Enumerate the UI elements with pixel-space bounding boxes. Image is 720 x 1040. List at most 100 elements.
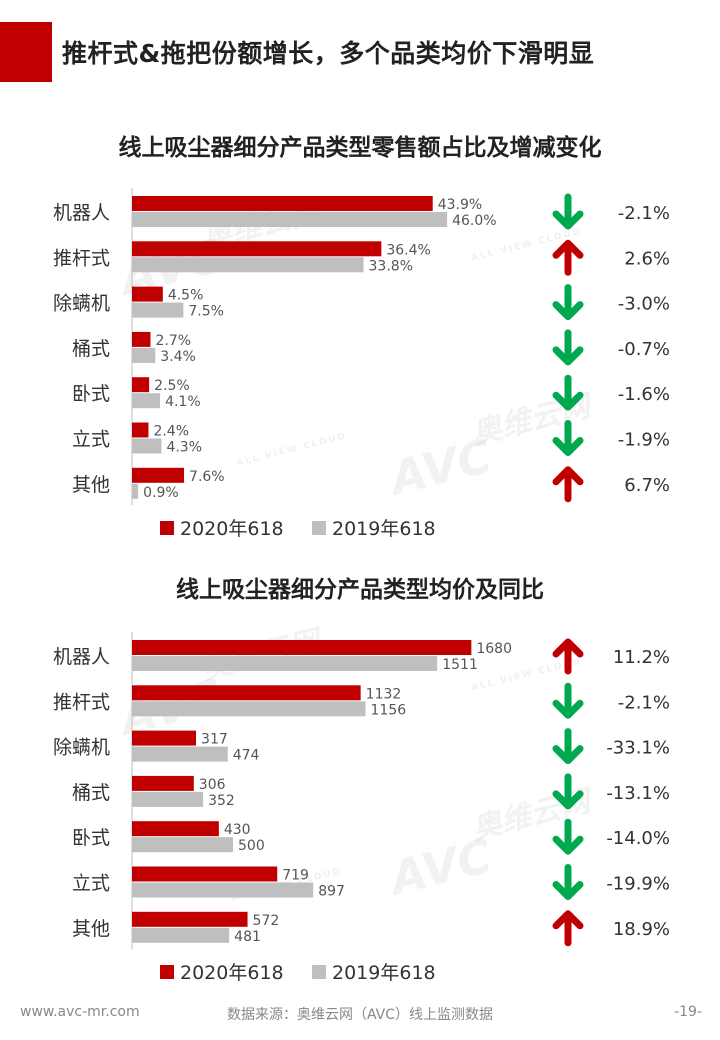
arrow-up-icon — [552, 638, 584, 675]
data-label-2019: 33.8% — [369, 258, 413, 274]
category-label: 卧式 — [72, 383, 110, 405]
category-label: 立式 — [72, 429, 110, 451]
legend-label-2019: 2019年618 — [332, 962, 436, 984]
data-label-2019: 0.9% — [143, 485, 179, 501]
bar-2019 — [132, 393, 161, 409]
data-label-2020: 2.4% — [153, 424, 189, 440]
bar-2019 — [132, 347, 156, 363]
category-label: 立式 — [72, 873, 110, 895]
change-label: -0.7% — [618, 339, 670, 360]
bar-2020 — [132, 467, 185, 483]
change-label: -13.1% — [606, 783, 670, 804]
legend-label-2019: 2019年618 — [332, 518, 436, 540]
arrow-down-icon — [552, 284, 584, 321]
arrow-down-icon — [552, 682, 584, 719]
change-label: -2.1% — [618, 203, 670, 224]
arrow-down-icon — [552, 193, 584, 230]
data-label-2020: 306 — [199, 777, 226, 793]
arrow-down-icon — [552, 329, 584, 366]
header-accent-block — [0, 22, 52, 82]
category-label: 除螨机 — [53, 293, 110, 315]
bar-2020 — [132, 685, 361, 701]
category-label: 除螨机 — [53, 737, 110, 759]
data-label-2019: 4.1% — [165, 394, 201, 410]
footer-website[interactable]: www.avc-mr.com — [20, 1004, 140, 1020]
data-label-2019: 897 — [318, 884, 345, 900]
bar-2019 — [132, 438, 162, 454]
arrow-down-icon — [552, 773, 584, 810]
bar-2019 — [132, 927, 230, 943]
arrow-down-icon — [552, 374, 584, 411]
change-label: -2.1% — [618, 692, 670, 713]
category-label: 机器人 — [53, 646, 110, 668]
category-label: 卧式 — [72, 827, 110, 849]
arrow-up-icon — [552, 910, 584, 947]
category-label: 桶式 — [72, 338, 110, 360]
data-label-2020: 36.4% — [386, 242, 430, 258]
arrow-down-icon — [552, 420, 584, 456]
bar-2020 — [132, 331, 151, 347]
legend-swatch-2019 — [312, 521, 326, 535]
change-label: 6.7% — [624, 475, 670, 496]
data-label-2019: 352 — [208, 793, 235, 809]
data-label-2019: 7.5% — [188, 304, 224, 320]
arrow-down-icon — [552, 818, 584, 855]
category-label: 桶式 — [72, 782, 110, 804]
data-label-2019: 500 — [238, 838, 265, 854]
data-label-2020: 7.6% — [189, 469, 225, 485]
data-label-2019: 481 — [234, 929, 261, 945]
change-label: -19.9% — [606, 874, 670, 895]
data-label-2020: 1132 — [366, 686, 402, 702]
legend-label-2020: 2020年618 — [180, 962, 284, 984]
bar-2020 — [132, 911, 248, 927]
bar-2019 — [132, 483, 139, 499]
arrow-down-icon — [552, 864, 584, 900]
bar-2019 — [132, 882, 314, 898]
bar-2020 — [132, 286, 163, 302]
category-label: 推杆式 — [53, 247, 110, 269]
data-label-2019: 4.3% — [166, 440, 202, 456]
bar-2019 — [132, 837, 233, 853]
data-label-2019: 1156 — [371, 702, 407, 718]
bar-2020 — [132, 730, 197, 746]
data-label-2020: 2.5% — [154, 378, 190, 394]
data-label-2019: 46.0% — [452, 213, 496, 229]
change-label: -3.0% — [618, 294, 670, 315]
category-label: 机器人 — [53, 202, 110, 224]
change-label: 2.6% — [624, 248, 670, 269]
change-label: -1.9% — [618, 430, 670, 451]
bar-2019 — [132, 791, 204, 807]
change-label: -33.1% — [606, 738, 670, 759]
bar-2020 — [132, 196, 433, 211]
change-label: -14.0% — [606, 828, 670, 849]
bar-2020 — [132, 775, 194, 791]
data-label-2020: 719 — [282, 868, 309, 884]
category-label: 其他 — [72, 474, 110, 496]
legend-swatch-2020 — [160, 521, 174, 535]
change-label: 18.9% — [613, 919, 670, 940]
data-label-2020: 43.9% — [438, 197, 482, 213]
data-label-2020: 572 — [253, 913, 280, 929]
bar-2020 — [132, 377, 150, 393]
data-label-2020: 317 — [201, 732, 228, 748]
chart-2-title: 线上吸尘器细分产品类型均价及同比 — [176, 577, 544, 603]
data-label-2020: 1680 — [476, 641, 512, 657]
page-title: 推杆式&拖把份额增长，多个品类均价下滑明显 — [62, 39, 595, 68]
footer-page-number: -19- — [674, 1004, 702, 1020]
footer-source: 数据来源：奥维云网（AVC）线上监测数据 — [226, 1007, 494, 1023]
data-label-2019: 1511 — [442, 657, 478, 673]
bar-2020 — [132, 821, 219, 837]
category-label: 其他 — [72, 918, 110, 940]
arrow-up-icon — [552, 239, 584, 276]
arrow-up-icon — [552, 466, 584, 503]
bar-2020 — [132, 866, 278, 882]
change-label: -1.6% — [618, 384, 670, 405]
chart-1-title: 线上吸尘器细分产品类型零售额占比及增减变化 — [118, 135, 602, 161]
bar-2019 — [132, 212, 448, 227]
bar-2020 — [132, 422, 149, 438]
data-label-2020: 430 — [224, 822, 251, 838]
data-label-2019: 474 — [233, 748, 260, 764]
bar-2020 — [132, 241, 382, 257]
bar-2020 — [132, 640, 472, 655]
